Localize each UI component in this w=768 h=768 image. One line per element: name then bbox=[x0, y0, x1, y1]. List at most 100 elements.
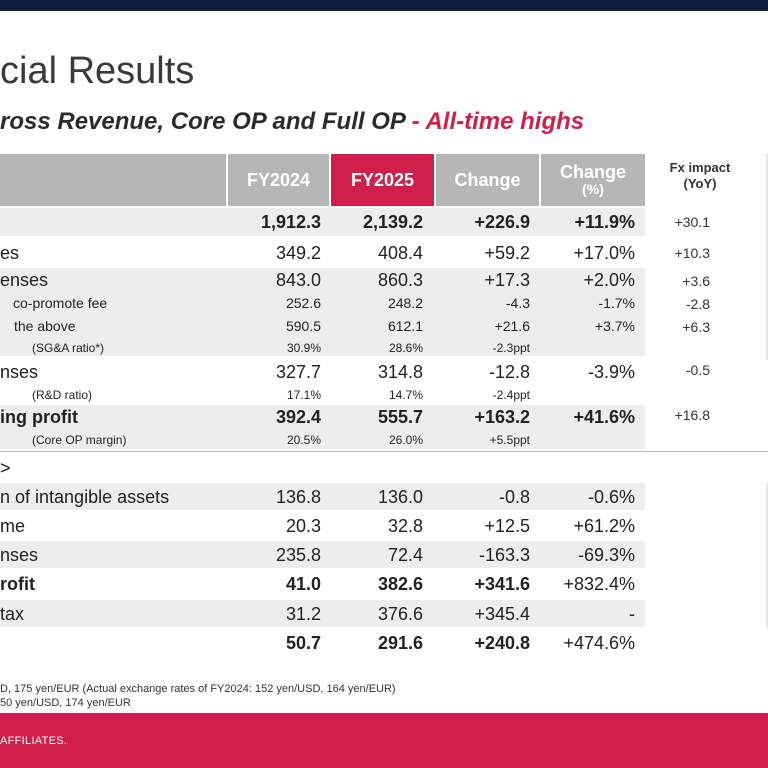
cell-change: +226.9 bbox=[474, 212, 530, 232]
table-row: enses 843.0 860.3 +17.3 +2.0% bbox=[0, 268, 645, 292]
cell-fy2024: 41.0 bbox=[285, 574, 321, 594]
cell-fy2025: 248.2 bbox=[387, 295, 423, 311]
table-row: co-promote fee 252.6 248.2 -4.3 -1.7% bbox=[0, 294, 645, 314]
top-bar bbox=[0, 0, 768, 11]
cell-fy2025: 314.8 bbox=[377, 362, 423, 382]
table-row: rofit 41.0 382.6 +341.6 +832.4% bbox=[0, 570, 645, 598]
cell-change-pct: - bbox=[629, 604, 635, 624]
cell-change: -12.8 bbox=[488, 362, 530, 382]
header-change-pct-unit: (%) bbox=[582, 181, 604, 198]
table-row: tax 31.2 376.6 +345.4 - bbox=[0, 600, 645, 627]
cell-fy2024: 17.1% bbox=[286, 388, 321, 402]
cell-change-pct: +2.0% bbox=[583, 270, 635, 290]
cell-fy2025: 291.6 bbox=[377, 633, 423, 653]
section-heading: > bbox=[0, 455, 645, 481]
row-label: es bbox=[0, 243, 20, 263]
subtitle-main: ross Revenue, Core OP and Full OP bbox=[0, 108, 405, 135]
header-fy2024: FY2024 bbox=[228, 154, 329, 206]
table-row: ing profit 392.4 555.7 +163.2 +41.6% bbox=[0, 405, 645, 429]
cell-change-pct: +17.0% bbox=[573, 243, 635, 263]
section-divider bbox=[0, 451, 768, 452]
cell-fy2025: 26.0% bbox=[388, 433, 423, 447]
right-edge-bar bbox=[766, 154, 768, 360]
cell-change-pct: +41.6% bbox=[573, 407, 635, 427]
table-row: nses 327.7 314.8 -12.8 -3.9% bbox=[0, 360, 645, 384]
cell-fx: +10.3 bbox=[674, 245, 710, 261]
subtitle-highlight: - All-time highs bbox=[405, 108, 585, 135]
header-fy2025: FY2025 bbox=[331, 154, 434, 206]
cell-fy2025: 32.8 bbox=[387, 516, 423, 536]
cell-change: +240.8 bbox=[474, 633, 530, 653]
cell-change-pct: +61.2% bbox=[573, 516, 635, 536]
cell-change-pct: +11.9% bbox=[574, 212, 635, 232]
row-label: n of intangible assets bbox=[0, 487, 170, 507]
cell-change-pct: -3.9% bbox=[587, 362, 635, 382]
cell-fy2024: 1,912.3 bbox=[260, 212, 321, 232]
cell-fy2025: 555.7 bbox=[377, 407, 423, 427]
cell-fy2025: 612.1 bbox=[387, 318, 423, 334]
cell-change: +21.6 bbox=[494, 318, 530, 334]
header-change-pct-label: Change bbox=[559, 162, 626, 183]
cell-fy2024: 349.2 bbox=[275, 243, 321, 263]
table-row: nses 235.8 72.4 -163.3 -69.3% bbox=[0, 541, 645, 568]
cell-fx: +6.3 bbox=[682, 319, 710, 335]
header-fx-label: Fx impact bbox=[669, 160, 731, 175]
table-row: n of intangible assets 136.8 136.0 -0.8 … bbox=[0, 483, 645, 510]
cell-change: -4.3 bbox=[505, 295, 530, 311]
header-label-cell bbox=[0, 154, 226, 206]
cell-change-pct: +832.4% bbox=[563, 574, 635, 594]
cell-change: +12.5 bbox=[484, 516, 530, 536]
cell-fy2025: 28.6% bbox=[388, 341, 423, 355]
table-row: me 20.3 32.8 +12.5 +61.2% bbox=[0, 512, 645, 539]
header-change: Change bbox=[436, 154, 539, 206]
cell-fy2024: 136.8 bbox=[275, 487, 321, 507]
table-row: 1,912.3 2,139.2 +226.9 +11.9% bbox=[0, 208, 645, 236]
cell-change: +163.2 bbox=[474, 407, 530, 427]
cell-fy2024: 50.7 bbox=[285, 633, 321, 653]
cell-change: -2.4ppt bbox=[492, 388, 530, 402]
cell-fx: -0.5 bbox=[685, 362, 710, 378]
table-row: 50.7 291.6 +240.8 +474.6% bbox=[0, 629, 645, 657]
page-title: cial Results bbox=[0, 50, 195, 92]
footer-band: AFFILIATES. bbox=[0, 713, 768, 768]
cell-change: +59.2 bbox=[484, 243, 530, 263]
cell-fy2024: 327.7 bbox=[275, 362, 321, 382]
row-label: rofit bbox=[0, 574, 35, 594]
row-label: tax bbox=[0, 604, 25, 624]
cell-change: +345.4 bbox=[474, 604, 530, 624]
cell-fy2025: 72.4 bbox=[387, 545, 423, 565]
cell-change-pct: +3.7% bbox=[594, 318, 635, 334]
table-row: (SG&A ratio*) 30.9% 28.6% -2.3ppt bbox=[0, 340, 645, 356]
header-fx-impact: Fx impact (YoY) bbox=[655, 160, 745, 193]
cell-fy2025: 860.3 bbox=[377, 270, 423, 290]
cell-change: +17.3 bbox=[484, 270, 530, 290]
table-row: the above 590.5 612.1 +21.6 +3.7% bbox=[0, 317, 645, 337]
row-label: enses bbox=[0, 270, 49, 290]
table-row-group bbox=[0, 405, 645, 449]
cell-change-pct: -0.6% bbox=[587, 487, 635, 507]
header-fx-sub: (YoY) bbox=[683, 176, 717, 192]
cell-fy2024: 20.5% bbox=[286, 433, 321, 447]
row-label: co-promote fee bbox=[13, 295, 108, 311]
cell-change-pct: -1.7% bbox=[598, 295, 635, 311]
cell-fx: -2.8 bbox=[685, 296, 710, 312]
row-label: (R&D ratio) bbox=[32, 388, 93, 402]
footer-text: AFFILIATES. bbox=[0, 735, 68, 747]
table-row: (Core OP margin) 20.5% 26.0% +5.5ppt bbox=[0, 432, 645, 448]
cell-fx: +30.1 bbox=[674, 214, 710, 230]
row-label: ing profit bbox=[0, 407, 78, 427]
cell-fy2024: 252.6 bbox=[285, 295, 321, 311]
cell-fy2025: 136.0 bbox=[377, 487, 423, 507]
page-subtitle: ross Revenue, Core OP and Full OP - All-… bbox=[0, 108, 584, 136]
cell-fx: +3.6 bbox=[682, 273, 710, 289]
row-label: me bbox=[0, 516, 26, 536]
cell-fy2025: 2,139.2 bbox=[362, 212, 423, 232]
cell-change-pct: +474.6% bbox=[563, 633, 635, 653]
table-row: es 349.2 408.4 +59.2 +17.0% bbox=[0, 238, 645, 266]
row-label: the above bbox=[14, 318, 76, 334]
cell-change: -0.8 bbox=[498, 487, 530, 507]
right-edge-bar-lower bbox=[766, 483, 768, 628]
cell-fy2025: 408.4 bbox=[377, 243, 423, 263]
cell-fy2024: 20.3 bbox=[285, 516, 321, 536]
table-row-group bbox=[0, 268, 645, 356]
